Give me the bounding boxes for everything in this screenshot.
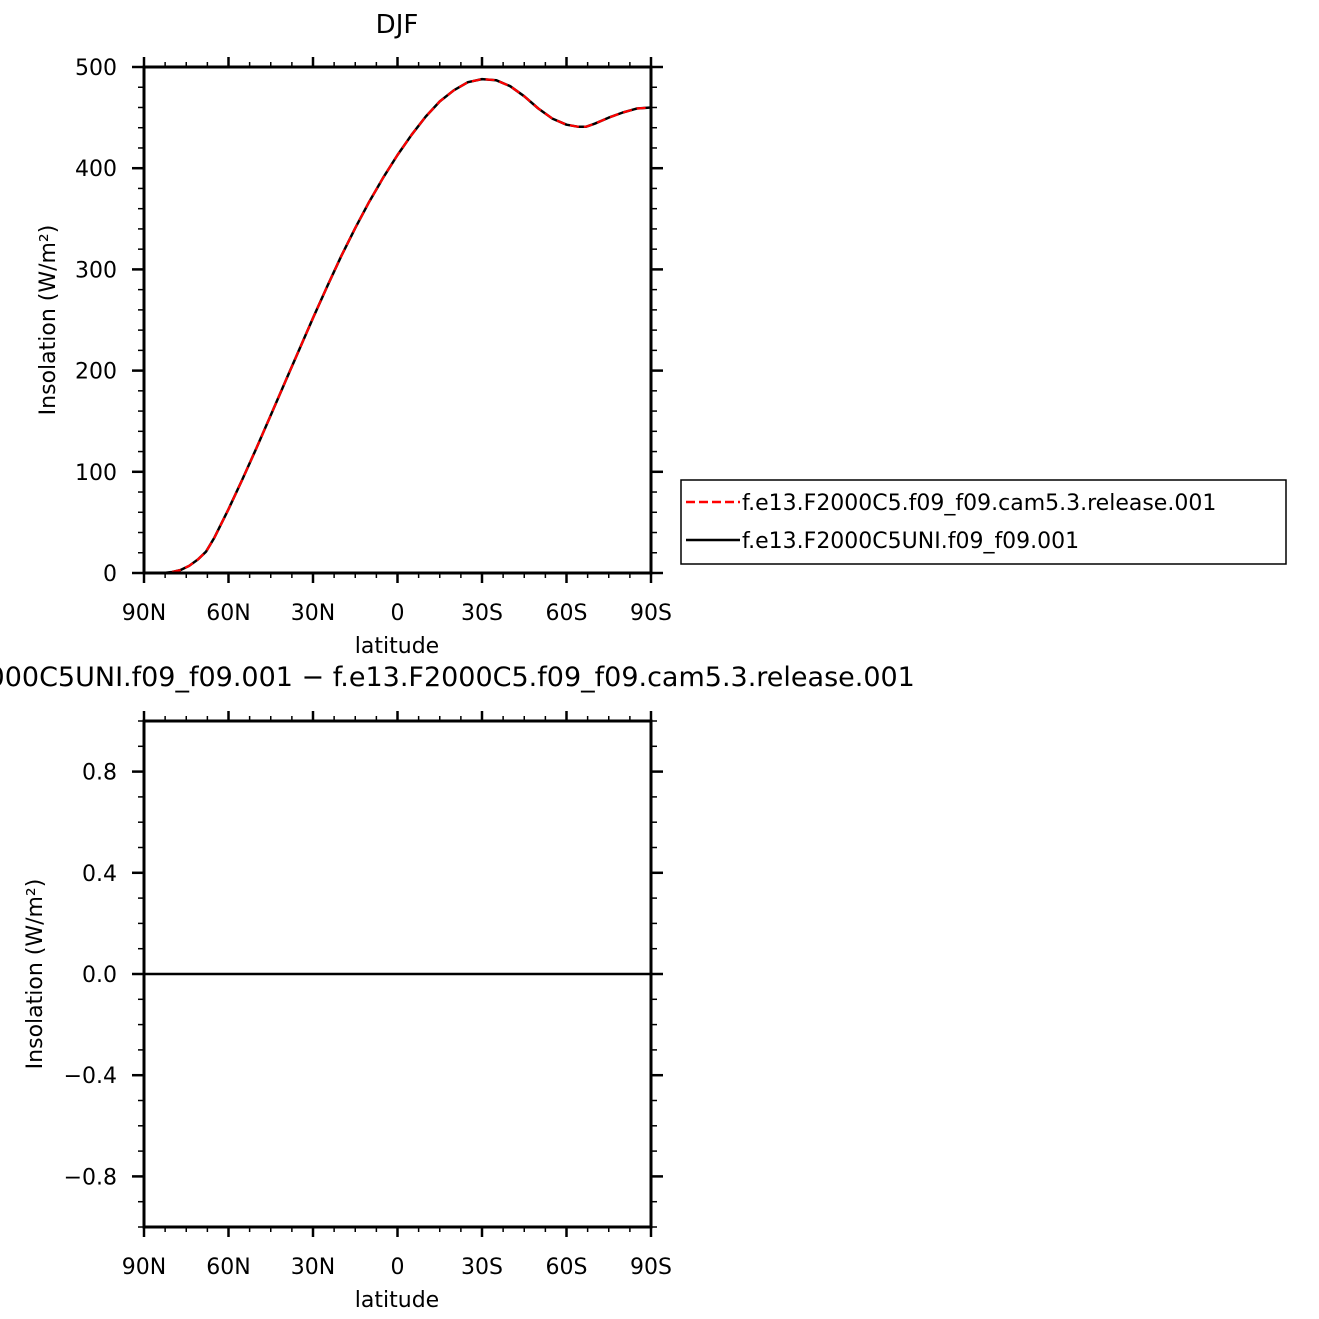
x-tick-label: 90N bbox=[122, 601, 166, 626]
y-tick-label: −0.8 bbox=[64, 1165, 117, 1190]
y-tick-label: 500 bbox=[75, 56, 117, 81]
series-line-top-0 bbox=[144, 77, 652, 575]
legend-box bbox=[680, 479, 1287, 565]
x-tick-label: 30N bbox=[291, 1255, 335, 1280]
y-tick-label: −0.4 bbox=[64, 1064, 117, 1089]
y-tick-label: 0.0 bbox=[82, 963, 117, 988]
y-axis-label: Insolation (W/m²) bbox=[23, 879, 48, 1070]
y-axis-label: Insolation (W/m²) bbox=[36, 225, 61, 416]
y-tick-label: 400 bbox=[75, 157, 117, 182]
y-tick-labels: −0.8 −0.4 0.0 0.4 0.8 bbox=[64, 761, 117, 1191]
x-axis-label: latitude bbox=[355, 1288, 439, 1313]
x-tick-label: 30N bbox=[291, 601, 335, 626]
legend: f.e13.F2000C5.f09_f09.cam5.3.release.001… bbox=[680, 479, 1287, 565]
x-tick-label: 90S bbox=[630, 1255, 672, 1280]
chart-title: DJF bbox=[376, 10, 419, 40]
x-tick-label: 60N bbox=[206, 601, 250, 626]
x-tick-label: 30S bbox=[461, 1255, 503, 1280]
x-tick-label: 60S bbox=[546, 1255, 588, 1280]
x-tick-label: 60N bbox=[206, 1255, 250, 1280]
y-tick-label: 0.8 bbox=[82, 761, 117, 786]
y-tick-label: 0.4 bbox=[82, 862, 117, 887]
plot-frame bbox=[142, 719, 653, 1229]
y-tick-label: 200 bbox=[75, 360, 117, 385]
x-tick-label: 60S bbox=[546, 601, 588, 626]
x-axis-label: latitude bbox=[355, 634, 439, 659]
x-tick-labels: 90N 60N 30N 0 30S 60S 90S bbox=[122, 1255, 672, 1280]
y-tick-labels: 0 100 200 300 400 500 bbox=[75, 56, 117, 587]
plot-frame bbox=[142, 65, 653, 575]
legend-label-uni: f.e13.F2000C5UNI.f09_f09.001 bbox=[742, 529, 1079, 554]
series-lines bbox=[144, 77, 652, 575]
tick-marks bbox=[132, 57, 663, 583]
legend-label-release: f.e13.F2000C5.f09_f09.cam5.3.release.001 bbox=[742, 491, 1216, 516]
x-tick-label: 0 bbox=[391, 1255, 405, 1280]
y-tick-label: 0 bbox=[103, 562, 117, 587]
x-tick-label: 90N bbox=[122, 1255, 166, 1280]
y-tick-label: 100 bbox=[75, 461, 117, 486]
insolation-panel: DJF 90N 60N 30N 0 30S 60S 90S 0 100 200 300 400 500… bbox=[36, 10, 672, 659]
x-tick-label: 0 bbox=[391, 601, 405, 626]
x-tick-labels: 90N 60N 30N 0 30S 60S 90S bbox=[122, 601, 672, 626]
x-tick-label: 30S bbox=[461, 601, 503, 626]
difference-panel: f.e13.F2000C5UNI.f09_f09.001 − f.e13.F20… bbox=[0, 662, 915, 1313]
y-tick-label: 300 bbox=[75, 258, 117, 283]
x-tick-label: 90S bbox=[630, 601, 672, 626]
difference-title: f.e13.F2000C5UNI.f09_f09.001 − f.e13.F20… bbox=[0, 662, 915, 693]
